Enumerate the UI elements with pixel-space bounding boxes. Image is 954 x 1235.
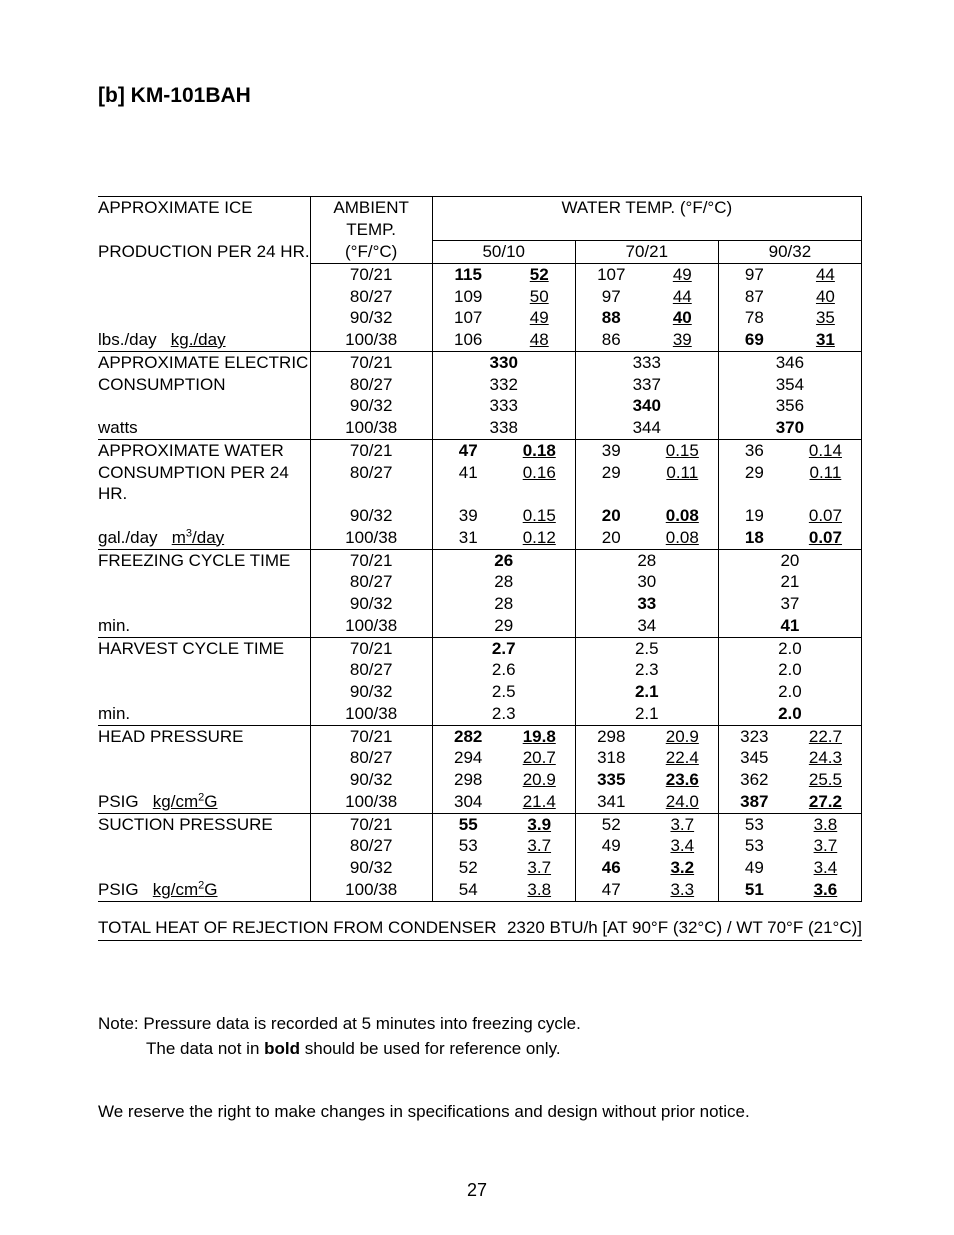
page-title: [b] KM-101BAH <box>98 84 862 108</box>
reserve-note: We reserve the right to make changes in … <box>98 1102 862 1122</box>
heat-value: 2320 BTU/h [AT 90°F (32°C) / WT 70°F (21… <box>507 918 862 938</box>
page-number: 27 <box>0 1180 954 1201</box>
heat-rejection-row: TOTAL HEAT OF REJECTION FROM CONDENSER 2… <box>98 918 862 941</box>
spec-table: APPROXIMATE ICEAMBIENT TEMP.WATER TEMP. … <box>98 196 862 902</box>
note-line-1: Note: Pressure data is recorded at 5 min… <box>98 1011 862 1037</box>
notes: Note: Pressure data is recorded at 5 min… <box>98 1011 862 1062</box>
note-line-2: The data not in bold should be used for … <box>98 1036 862 1062</box>
heat-label: TOTAL HEAT OF REJECTION FROM CONDENSER <box>98 918 497 938</box>
